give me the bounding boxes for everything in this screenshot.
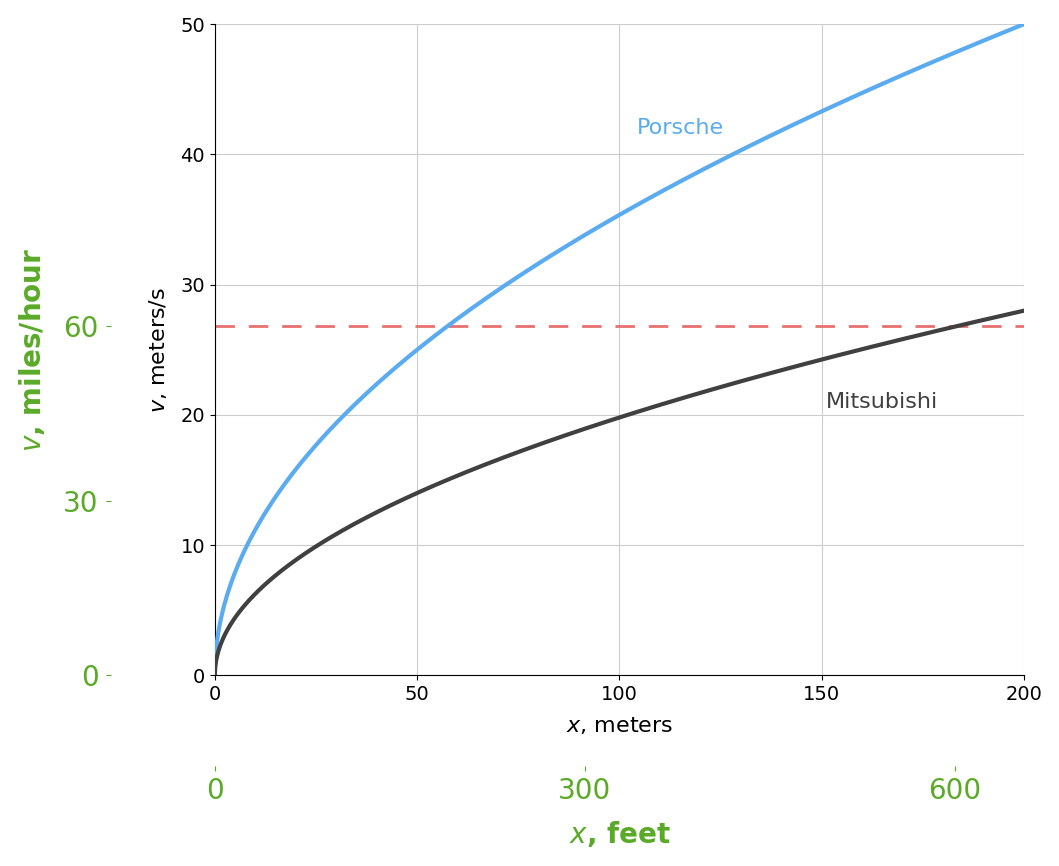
Text: Mitsubishi: Mitsubishi [826, 391, 938, 412]
Y-axis label: $v$, miles/hour: $v$, miles/hour [17, 248, 47, 452]
X-axis label: $x$, meters: $x$, meters [566, 715, 674, 736]
Y-axis label: $v$, meters/s: $v$, meters/s [147, 287, 169, 413]
X-axis label: $x$, feet: $x$, feet [569, 819, 670, 850]
Text: Porsche: Porsche [636, 119, 723, 139]
